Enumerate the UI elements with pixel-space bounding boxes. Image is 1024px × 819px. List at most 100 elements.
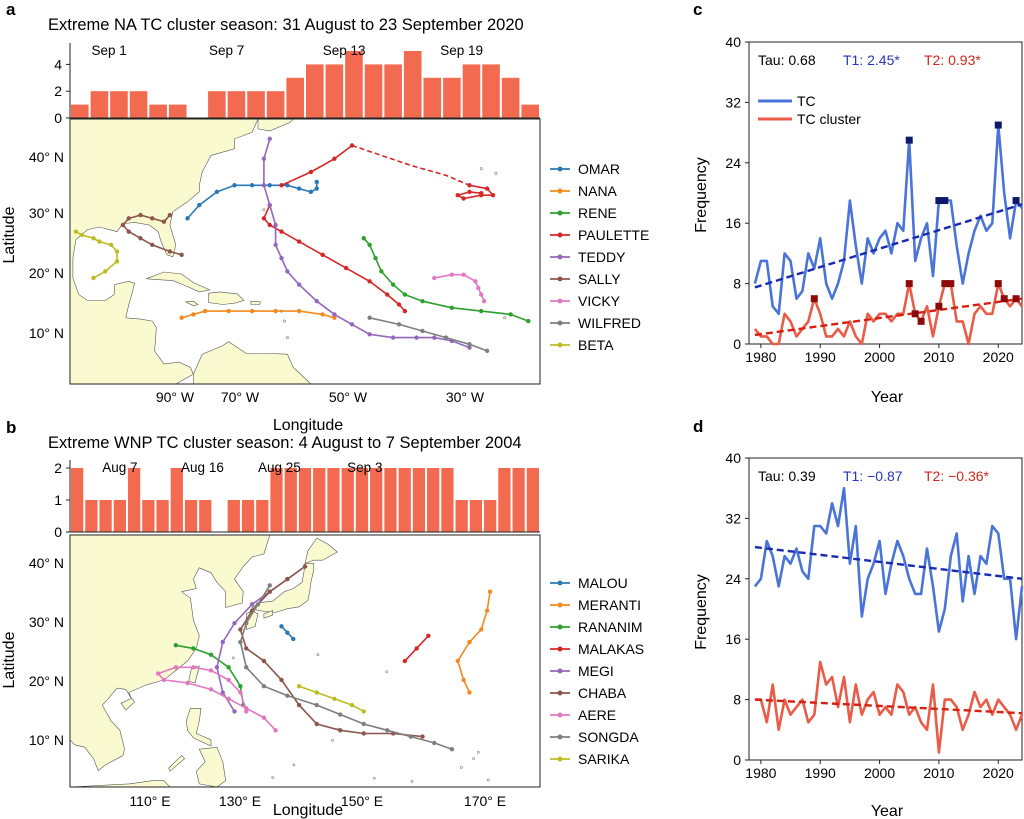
track-point-vicky	[432, 275, 437, 281]
track-point-nana	[296, 308, 302, 314]
a-lon-tick-1: 70° W	[221, 389, 260, 405]
jamaica-land	[184, 300, 199, 307]
track-point-megi	[220, 639, 225, 645]
d-ylabel: Frequency	[693, 574, 710, 650]
track-point-megi	[220, 690, 225, 695]
a-bars-bar	[71, 104, 89, 118]
track-point-malou	[285, 630, 290, 635]
c-legend-tc-label: TC	[797, 93, 816, 109]
island-land	[459, 766, 463, 769]
track-point-songda	[314, 702, 319, 708]
c-plot-ytick-label: 24	[725, 155, 741, 171]
c-plot-cluster-extreme-marker	[935, 302, 943, 310]
track-point-songda	[385, 728, 390, 733]
track-point-paulette	[279, 229, 284, 234]
track-point-rene	[508, 312, 513, 317]
legend-label-paulette: PAULETTE	[578, 227, 649, 243]
track-paulette	[351, 144, 470, 187]
track-point-sarika	[361, 709, 366, 714]
a-bars-bar	[443, 77, 461, 118]
track-point-sarika	[332, 696, 337, 701]
track-point-meranti	[467, 639, 472, 645]
panel-b-bar-chart: 0 1 2 Aug 7 Aug 16 Aug 25 Sep 3	[54, 460, 540, 540]
island-land	[282, 319, 286, 323]
track-point-aere	[191, 665, 196, 670]
b-lat-tick-2: 20° N	[29, 673, 64, 689]
b-bars-bar	[298, 468, 312, 532]
track-point-rene	[367, 242, 372, 248]
legend-marker-teddy	[557, 254, 563, 260]
track-point-chaba	[296, 702, 302, 708]
b-bars-bar	[71, 468, 84, 532]
legend-label-teddy: TEDDY	[578, 249, 626, 265]
track-point-aere	[244, 709, 249, 714]
b-bars-bar	[127, 468, 141, 532]
b-bars-bar	[142, 500, 155, 532]
island-land	[545, 205, 547, 207]
track-point-chaba	[338, 728, 343, 733]
panel-a-map-axes: 90° W 70° W 50° W 30° W Longitude 40° N …	[1, 149, 485, 434]
track-songda	[239, 584, 453, 750]
legend-label-sarika: SARIKA	[578, 751, 630, 767]
c-plot-tc-extreme-marker	[994, 121, 1002, 129]
b-bars-bar	[398, 468, 411, 532]
borneo-land	[70, 780, 171, 787]
c-plot-cluster-extreme-marker	[810, 295, 818, 303]
track-point-songda	[432, 740, 437, 746]
c-stat-t1: T1: 2.45*	[843, 52, 900, 68]
c-plot-ytick-label: 0	[733, 336, 741, 352]
a-bars-bar	[521, 104, 539, 118]
b-bars-date-label: Aug 16	[181, 460, 224, 475]
track-point-aere	[238, 690, 243, 695]
track-point-chaba	[279, 677, 284, 683]
track-point-rene	[373, 255, 378, 261]
track-point-beta	[103, 269, 108, 274]
island-land	[551, 236, 553, 238]
track-point-paulette	[367, 279, 372, 284]
a-bars-bar	[168, 104, 187, 118]
track-point-teddy	[314, 298, 319, 304]
a-bars-bar	[110, 91, 128, 118]
track-point-rene	[390, 282, 396, 287]
legend-marker-wilfred	[557, 320, 563, 326]
legend-marker-songda	[557, 734, 563, 740]
track-point-paulette	[467, 183, 472, 188]
track-point-paulette	[261, 216, 267, 221]
track-point-aere	[261, 715, 267, 720]
island-land	[503, 316, 507, 320]
d-plot-ytick-label: 40	[725, 450, 741, 466]
b-bars-bar	[512, 468, 525, 532]
north-america-land	[70, 119, 259, 384]
track-point-aere	[185, 680, 190, 686]
track-point-meranti	[461, 677, 466, 683]
b-bars-bar	[199, 500, 212, 532]
legend-marker-paulette	[557, 232, 563, 238]
panel-d-line-chart: 0 8 16 24 32 40 1980 1990 2000 2010 2020	[725, 450, 1024, 781]
track-point-aere	[273, 728, 278, 733]
d-stat-t2: T2: −0.36*	[924, 468, 990, 484]
track-point-meranti	[479, 627, 484, 632]
c-ylabel: Frequency	[693, 157, 710, 233]
c-stat-tau: Tau: 0.68	[758, 52, 816, 68]
d-stat-tau: Tau: 0.39	[758, 468, 816, 484]
panel-a-letter: a	[6, 0, 16, 19]
d-plot-xtick-label: 2000	[864, 765, 895, 781]
track-point-songda	[244, 665, 249, 670]
track-point-malakas	[426, 633, 431, 638]
track-point-chaba	[420, 734, 425, 739]
legend-label-beta: BETA	[578, 337, 614, 353]
track-point-sally	[138, 236, 143, 241]
track-point-beta	[73, 229, 79, 234]
track-point-teddy	[279, 255, 284, 261]
c-plot-xtick-label: 2010	[923, 349, 954, 365]
c-plot-cluster-extreme-marker	[911, 310, 919, 318]
track-point-rananim	[173, 643, 178, 648]
panel-a-land	[70, 119, 553, 384]
track-point-nana	[179, 315, 184, 320]
track-point-sally	[161, 219, 167, 224]
track-point-songda	[267, 583, 272, 588]
track-point-omar	[314, 179, 319, 185]
panel-a: a Extreme NA TC cluster season: 31 Augus…	[1, 0, 649, 434]
track-point-songda	[408, 734, 413, 739]
track-point-rene	[479, 308, 484, 314]
